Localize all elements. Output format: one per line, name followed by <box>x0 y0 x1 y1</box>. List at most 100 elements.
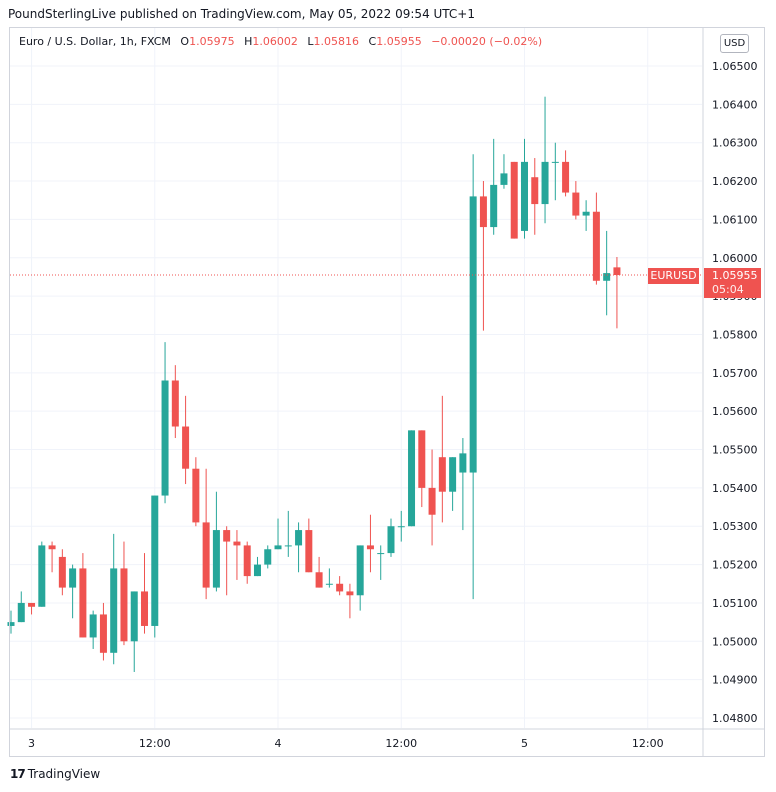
price-tick-label: 1.05600 <box>712 405 758 418</box>
candle-body <box>572 192 580 216</box>
candle-up <box>459 438 467 531</box>
candle-down <box>572 181 580 220</box>
candle-body <box>192 468 200 523</box>
candle-body <box>120 568 128 642</box>
brand-name: TradingView <box>27 767 101 781</box>
candle-body <box>182 426 190 469</box>
candle-down <box>28 602 36 615</box>
candle-up <box>551 142 559 201</box>
symbol-title: Euro / U.S. Dollar, 1h, FXCM <box>19 35 171 48</box>
candle-up <box>69 564 77 619</box>
candle-down <box>562 150 570 197</box>
candle-up <box>325 568 333 588</box>
candle-up <box>264 545 272 569</box>
candle-body <box>38 545 46 607</box>
price-tick-label: 1.05300 <box>712 520 758 533</box>
candle-body <box>89 614 97 638</box>
candle-down <box>336 576 344 596</box>
candle-down <box>182 395 190 485</box>
candle-down <box>58 549 66 596</box>
candle-body <box>274 545 282 550</box>
candle-body <box>212 530 220 588</box>
candle-down <box>233 530 241 580</box>
candle-down <box>366 514 374 573</box>
candle-body <box>79 568 87 638</box>
candle-body <box>510 161 518 239</box>
candle-body <box>428 487 436 515</box>
chart-frame <box>9 27 765 757</box>
candle-down <box>171 365 179 439</box>
candle-up <box>356 545 364 611</box>
candle-body <box>130 591 138 642</box>
price-tick-label: 1.04800 <box>712 712 758 725</box>
price-axis[interactable]: 1.06500 1.06400 1.06300 1.06200 1.06100 1.060… <box>712 60 758 725</box>
candle-body <box>469 196 477 473</box>
candle-up <box>274 518 282 550</box>
bar-countdown: 05:04 <box>712 283 744 296</box>
candle-body <box>28 602 36 607</box>
candle-body <box>356 545 364 596</box>
candle-down <box>305 518 313 573</box>
candle-down <box>315 556 323 588</box>
time-tick-label: 12:00 <box>139 737 171 750</box>
candle-body <box>7 622 15 626</box>
candle-body <box>48 545 56 550</box>
candle-body <box>531 177 539 205</box>
close-label: C <box>368 35 377 48</box>
candle-body <box>500 173 508 185</box>
candle-body <box>243 545 251 577</box>
candle-body <box>325 583 333 585</box>
tradingview-branding[interactable]: 17 TradingView <box>10 767 100 781</box>
candle-body <box>521 161 528 231</box>
price-tick-label: 1.05700 <box>712 367 758 380</box>
candle-down <box>428 449 436 546</box>
candle-body <box>459 453 467 473</box>
candle-down <box>418 430 426 508</box>
candle-body <box>613 267 621 276</box>
candles <box>7 96 621 672</box>
candle-up <box>212 491 220 592</box>
candle-body <box>171 380 179 427</box>
time-tick-label: 12:00 <box>385 737 417 750</box>
price-tick-label: 1.06000 <box>712 252 758 265</box>
time-axis[interactable]: 3 12:00 4 12:00 5 12:00 <box>28 737 664 750</box>
candle-down <box>531 158 539 235</box>
price-tick-label: 1.05400 <box>712 482 758 495</box>
price-tick-label: 1.06300 <box>712 137 758 150</box>
candle-up <box>253 556 261 577</box>
last-price-value: 1.05955 <box>712 269 758 282</box>
candle-body <box>366 545 374 550</box>
candle-up <box>449 457 457 511</box>
open-label: O <box>180 35 190 48</box>
candle-down <box>192 457 200 527</box>
candle-body <box>541 161 549 205</box>
high-value: 1.06002 <box>252 35 298 48</box>
price-tick-label: 1.05800 <box>712 328 758 341</box>
last-price-tag: 1.05955 05:04 <box>704 268 761 298</box>
candle-body <box>202 522 210 588</box>
candle-up <box>110 533 118 665</box>
candle-body <box>161 380 169 496</box>
candle-body <box>295 530 303 546</box>
price-tick-label: 1.05000 <box>712 635 758 648</box>
candle-body <box>253 564 261 577</box>
currency-button[interactable]: USD <box>720 34 749 53</box>
candle-body <box>284 545 292 547</box>
candle-up <box>151 495 159 638</box>
candle-up <box>397 510 405 542</box>
time-tick-label: 5 <box>521 737 528 750</box>
price-tick-label: 1.04900 <box>712 674 758 687</box>
candle-up <box>582 200 590 231</box>
candle-up <box>130 591 138 672</box>
candle-down <box>99 602 107 661</box>
candle-body <box>99 614 107 653</box>
price-tick-label: 1.06200 <box>712 175 758 188</box>
tradingview-logo-icon: 17 <box>10 767 26 781</box>
candle-body <box>592 211 600 281</box>
time-tick-label: 4 <box>275 737 282 750</box>
candle-down <box>79 553 87 638</box>
symbol-legend: Euro / U.S. Dollar, 1h, FXCM O1.05975 H1… <box>19 35 542 48</box>
candle-up <box>161 342 169 504</box>
candle-up <box>17 591 25 623</box>
